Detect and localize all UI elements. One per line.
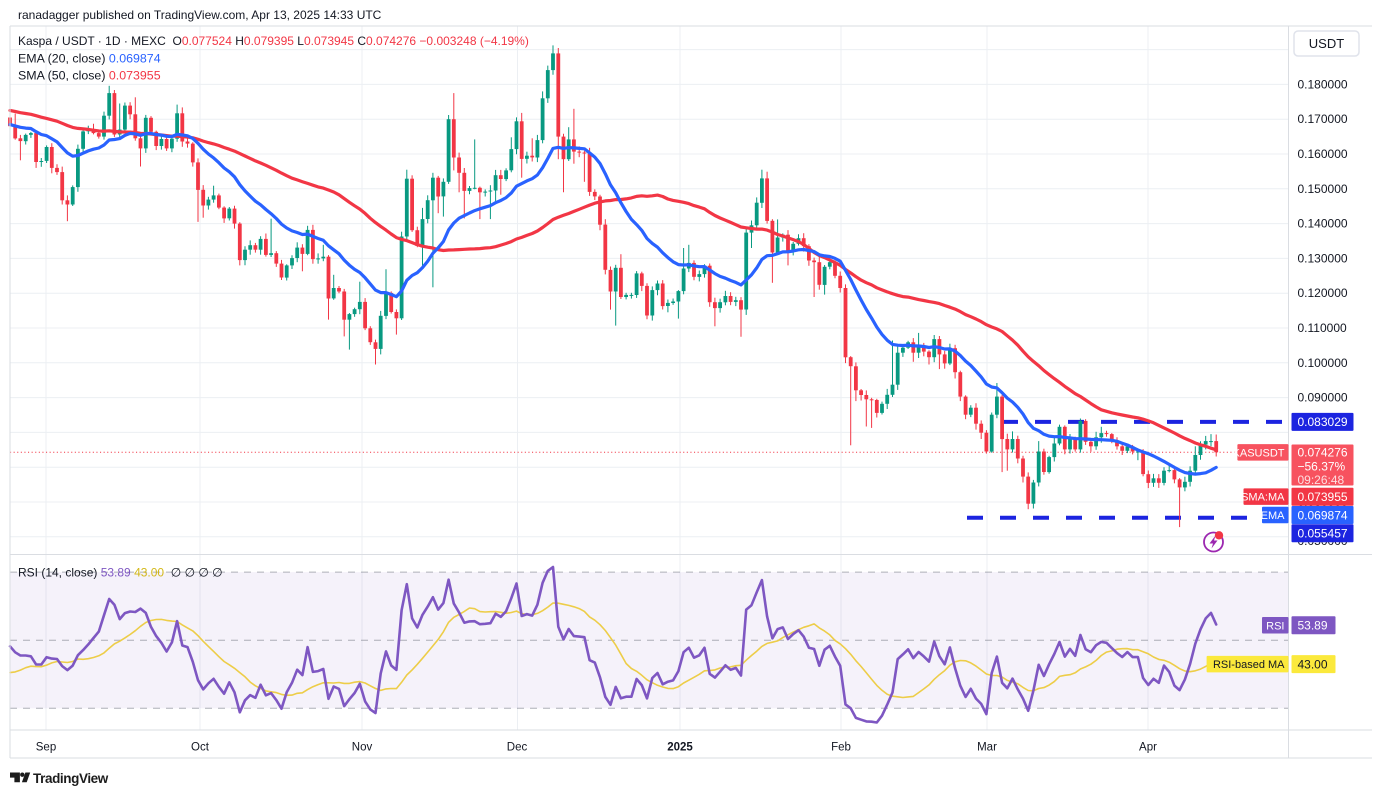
svg-text:Kaspa / USDT · 1D · MEXC O0.0: Kaspa / USDT · 1D · MEXC O0.077524 H0.07… <box>18 34 529 48</box>
svg-text:Oct: Oct <box>191 742 210 754</box>
svg-text:0.110000: 0.110000 <box>1298 321 1347 335</box>
svg-text:09:26:48: 09:26:48 <box>1298 473 1345 487</box>
svg-text:43.00: 43.00 <box>1298 657 1328 671</box>
svg-text:0.120000: 0.120000 <box>1298 286 1348 300</box>
svg-text:0.073955: 0.073955 <box>1298 490 1348 504</box>
svg-text:53.89: 53.89 <box>1298 619 1328 633</box>
svg-text:0.083029: 0.083029 <box>1298 415 1348 429</box>
svg-text:Apr: Apr <box>1139 742 1157 754</box>
svg-text:SMA:MA: SMA:MA <box>1241 492 1285 504</box>
svg-text:Sep: Sep <box>36 742 56 754</box>
svg-text:Feb: Feb <box>831 742 851 754</box>
svg-text:Dec: Dec <box>507 742 528 754</box>
svg-text:0.180000: 0.180000 <box>1298 77 1348 91</box>
svg-text:2025: 2025 <box>667 742 693 754</box>
svg-text:0.130000: 0.130000 <box>1298 251 1348 265</box>
svg-text:0.069874: 0.069874 <box>1298 508 1348 522</box>
svg-text:0.090000: 0.090000 <box>1298 391 1348 405</box>
svg-text:RSI-based MA: RSI-based MA <box>1213 659 1285 671</box>
svg-text:KASUSDT: KASUSDT <box>1233 447 1285 459</box>
svg-text:0.074276: 0.074276 <box>1298 446 1348 460</box>
svg-text:0.100000: 0.100000 <box>1298 356 1348 370</box>
svg-text:USDT: USDT <box>1309 36 1344 51</box>
svg-text:RSI (14, close) 53.89 43.00 ∅: RSI (14, close) 53.89 43.00 ∅ ∅ ∅ ∅ <box>18 566 223 580</box>
svg-text:−56.37%: −56.37% <box>1298 459 1346 473</box>
svg-text:SMA (50, close) 0.073955: SMA (50, close) 0.073955 <box>18 69 161 83</box>
svg-text:RSI: RSI <box>1266 620 1284 632</box>
svg-text:0.160000: 0.160000 <box>1298 147 1348 161</box>
svg-text:0.140000: 0.140000 <box>1298 217 1348 231</box>
svg-text:0.170000: 0.170000 <box>1298 112 1348 126</box>
svg-text:TradingView: TradingView <box>33 771 109 786</box>
svg-text:Mar: Mar <box>977 742 997 754</box>
svg-text:EMA (20, close) 0.069874: EMA (20, close) 0.069874 <box>18 52 161 66</box>
svg-text:Nov: Nov <box>352 742 373 754</box>
svg-text:0.150000: 0.150000 <box>1298 182 1348 196</box>
svg-text:EMA: EMA <box>1261 510 1286 522</box>
svg-text:0.055457: 0.055457 <box>1298 527 1348 541</box>
